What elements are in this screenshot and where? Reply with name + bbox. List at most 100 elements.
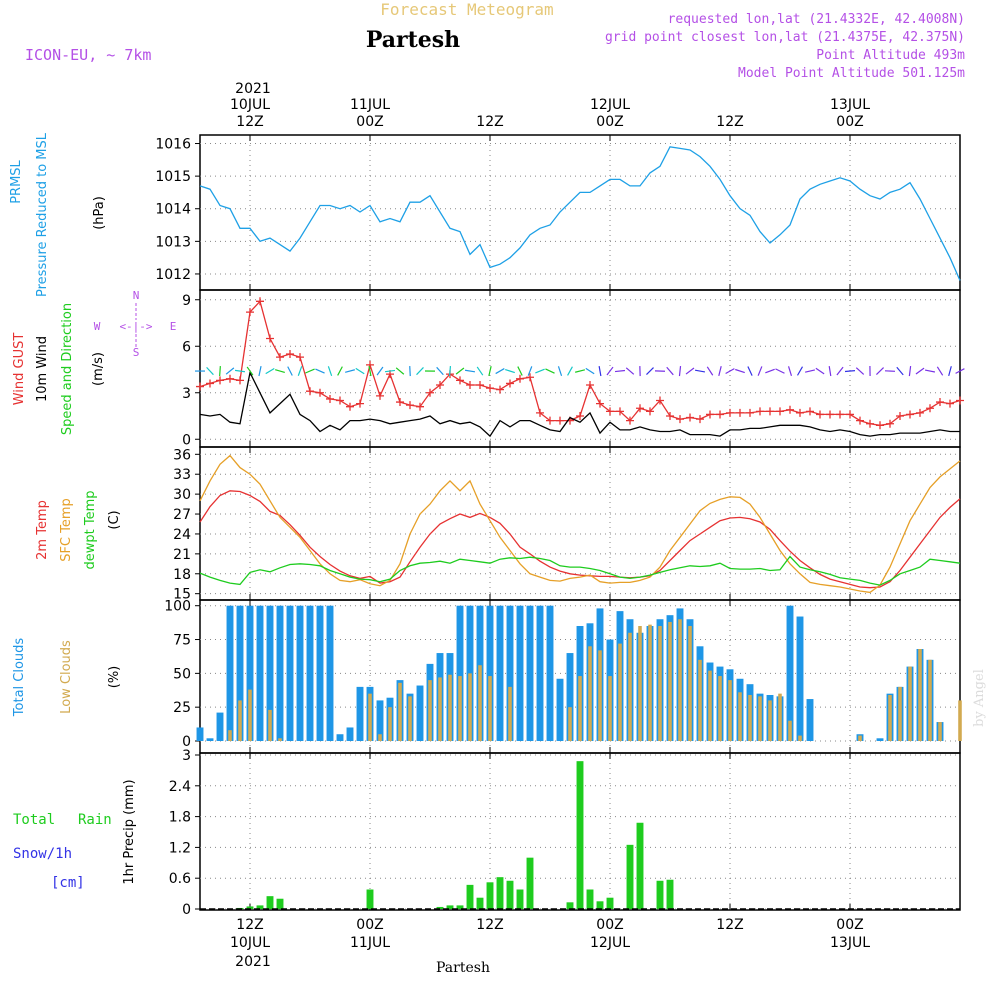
top-year-label: 2021 (235, 81, 271, 97)
total-cloud-bar (456, 605, 464, 741)
wind-line-wind-gust (199, 299, 961, 426)
gust-point (616, 407, 624, 416)
wind-arrow (567, 366, 573, 376)
top-hour-label: 00Z (356, 114, 383, 130)
wind-arrow (384, 369, 396, 373)
rain-bar (466, 884, 474, 909)
wind-arrow (747, 366, 753, 376)
temperature-ytick-label: 30 (173, 487, 191, 503)
clouds-ytick-label: 0 (182, 734, 191, 750)
gust-point (956, 396, 964, 405)
gust-point (766, 407, 774, 416)
wind-arrow (855, 367, 865, 375)
wind-arrow (505, 369, 515, 374)
gust-point (306, 387, 314, 396)
total-cloud-bar (296, 605, 304, 741)
gust-point (436, 381, 444, 389)
low-cloud-bar (728, 680, 732, 741)
total-cloud-bar (516, 605, 524, 741)
total-cloud-bar (196, 727, 204, 741)
wind-arrow (557, 366, 563, 376)
low-cloud-bar (758, 696, 762, 741)
total-cloud-bar (876, 738, 884, 741)
gust-point (266, 334, 274, 343)
wind-arrow (355, 367, 365, 375)
low-cloud-bar (428, 680, 432, 741)
gust-point (396, 398, 404, 407)
rain-bar (266, 896, 274, 909)
total-cloud-bar (556, 678, 564, 741)
precip-legend: Total Rain Snow/1h [cm] 1hr Precip (mm) (13, 779, 137, 891)
temperature-ytick-label: 15 (173, 587, 191, 603)
wind-arrow (376, 366, 384, 376)
gust-point (856, 416, 864, 425)
wind-ytick-label: 9 (182, 293, 191, 309)
gust-point (826, 410, 834, 419)
wind-arrow (297, 366, 303, 376)
total-cloud-bar (416, 685, 424, 741)
low-cloud-bar (628, 632, 632, 741)
total-cloud-bar (786, 605, 794, 741)
rain-bar (576, 761, 584, 909)
clouds-ytick-label: 50 (173, 666, 191, 682)
gust-point (556, 416, 564, 425)
clouds-ytick-label: 75 (173, 633, 191, 649)
gust-point (246, 308, 254, 317)
gust-point (486, 384, 494, 393)
wind-ytick-label: 3 (182, 386, 191, 402)
wind-arrow (416, 367, 424, 376)
wind-arrow (585, 367, 595, 375)
gust-point (336, 396, 344, 405)
low-cloud-bar (918, 649, 922, 741)
low-cloud-bar (958, 700, 962, 741)
total-cloud-bar (246, 605, 254, 741)
wind-arrow (948, 366, 952, 377)
compass-w: W (94, 320, 101, 333)
gust-point (276, 353, 284, 362)
gust-point (936, 398, 944, 407)
total-cloud-bar (216, 712, 224, 741)
rain-bar (476, 897, 484, 909)
low-cloud-bar (478, 665, 482, 741)
gust-point (606, 407, 614, 416)
gust-point (896, 412, 904, 420)
low-cloud-bar (888, 695, 892, 741)
wind-arrow (598, 366, 602, 377)
pressure-line-prmsl (199, 146, 961, 281)
wind-arrow (234, 369, 246, 373)
temperature-ytick-label: 21 (173, 547, 191, 563)
total-cloud-bar (206, 738, 214, 741)
precip-legend-total: Total (13, 812, 55, 828)
pressure-legend-unit: (hPa) (92, 196, 107, 230)
low-cloud-bar (458, 676, 462, 741)
total-cloud-bar (506, 605, 514, 741)
temperature-ytick-label: 18 (173, 567, 191, 583)
bottom-day-label: 13JUL (830, 935, 870, 951)
svg-text:<-|->: <-|-> (119, 320, 152, 333)
rain-bar (256, 905, 264, 909)
gust-point (746, 408, 754, 417)
temperature-ytick-label: 27 (173, 507, 191, 523)
model-name: ICON-EU, ~ 7km (25, 46, 151, 64)
wind-arrow (575, 369, 585, 373)
gust-point (406, 401, 414, 410)
total-cloud-bar (326, 605, 334, 741)
rain-bar (486, 882, 494, 909)
wind-arrow (725, 368, 735, 374)
bottom-day-label: 10JUL (230, 935, 270, 951)
wind-arrow (488, 366, 492, 377)
precip-legend-snow: Snow/1h (13, 846, 72, 862)
total-cloud-bar (236, 605, 244, 741)
gust-point (506, 379, 514, 388)
wind-arrow (275, 369, 285, 374)
rain-bar (516, 889, 524, 909)
low-cloud-bar (928, 659, 932, 741)
temperature-line-sfc-temp (199, 454, 961, 594)
temperature-ytick-label: 36 (173, 447, 191, 463)
gust-point (526, 373, 534, 382)
gust-point (196, 382, 204, 391)
top-day-label: 11JUL (350, 97, 390, 113)
wind-arrow (844, 370, 856, 373)
